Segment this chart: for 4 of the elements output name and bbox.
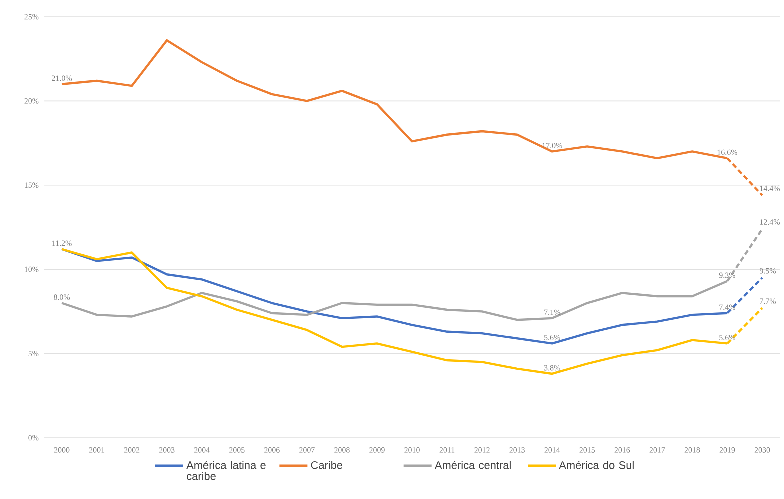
- legend-label: Caribe: [311, 461, 343, 470]
- legend-label: América do Sul: [559, 461, 634, 470]
- legend-label: América central: [434, 461, 511, 470]
- legend-label: América latina e caribe: [186, 461, 266, 480]
